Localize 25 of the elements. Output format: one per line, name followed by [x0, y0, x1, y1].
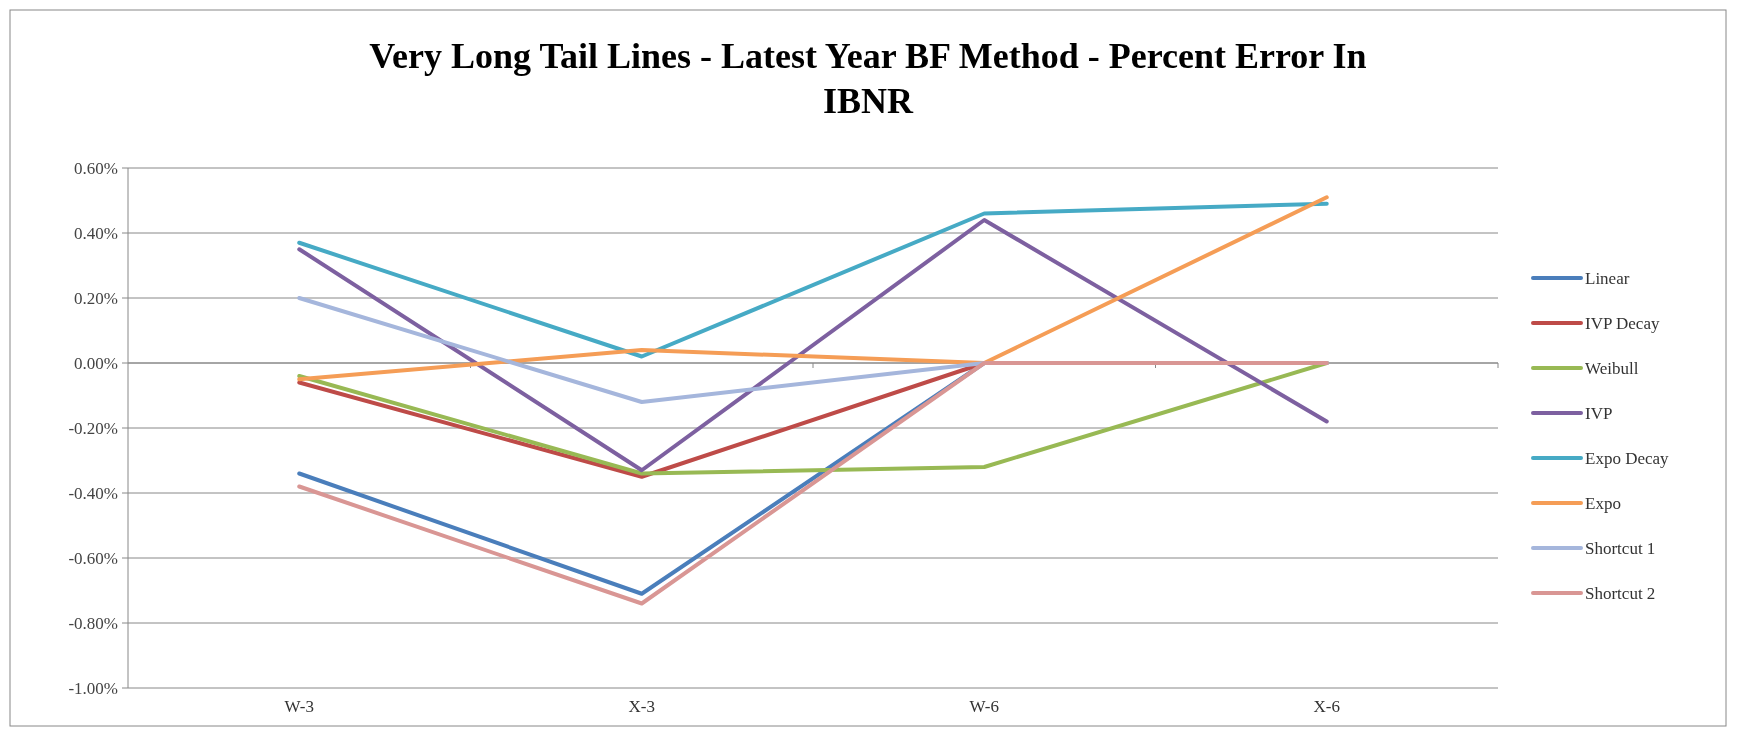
- legend-label: Shortcut 2: [1585, 583, 1656, 603]
- x-tick-label: X-3: [628, 697, 655, 716]
- y-tick-label: -0.60%: [68, 548, 118, 568]
- y-tick-label: 0.60%: [74, 158, 118, 178]
- y-tick-label: -0.80%: [68, 613, 118, 633]
- line-series: [297, 201, 1329, 359]
- legend-label: Shortcut 1: [1585, 538, 1656, 558]
- y-tick-label: 0.00%: [74, 353, 118, 373]
- x-tick-label: W-3: [284, 697, 314, 716]
- chart-title: Very Long Tail Lines - Latest Year BF Method - Percent Error In IBNR: [369, 36, 1367, 121]
- y-tick-label: 0.20%: [74, 288, 118, 308]
- line-series: [297, 218, 1329, 473]
- legend-label: Expo Decay: [1585, 448, 1670, 468]
- x-tick-label: W-6: [969, 697, 999, 716]
- line-series: [297, 195, 1329, 382]
- legend-label: IVP: [1585, 403, 1613, 423]
- y-tick-label: -1.00%: [68, 678, 118, 698]
- legend-label: Expo: [1585, 493, 1621, 513]
- legend-label: Linear: [1585, 268, 1630, 288]
- x-tick-label: X-6: [1313, 697, 1340, 716]
- y-tick-label: -0.40%: [68, 483, 118, 503]
- y-tick-label: -0.20%: [68, 418, 118, 438]
- legend-label: IVP Decay: [1585, 313, 1660, 333]
- y-tick-label: 0.40%: [74, 223, 118, 243]
- legend-label: Weibull: [1585, 358, 1639, 378]
